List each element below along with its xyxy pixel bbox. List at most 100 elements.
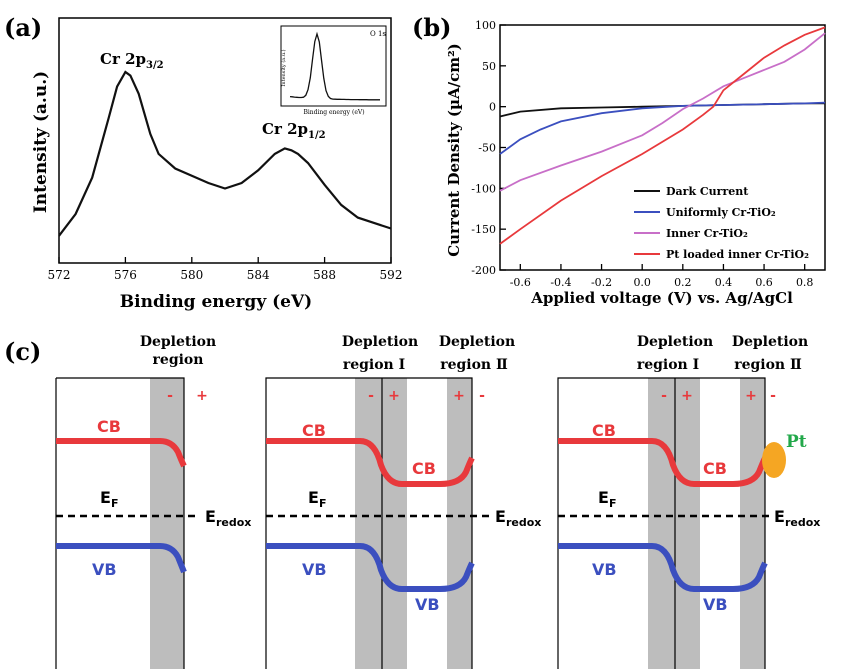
- depletion-label-2I-b: region Ⅰ: [343, 357, 405, 373]
- peak-cr2p32-label: Cr 2p3/2: [100, 50, 164, 71]
- cb-label-3: CB: [592, 421, 616, 440]
- charge-minus: -: [368, 388, 374, 404]
- charge-plus: +: [681, 388, 693, 404]
- inset-title: O 1s: [370, 30, 386, 38]
- inset-o1s-curve: [289, 31, 380, 101]
- semiconductor-outline-2: [265, 377, 473, 669]
- x-tick-label: -0.6: [510, 276, 531, 289]
- panel-c: (c) Depletion region - + CB VB EF Eredox…: [4, 334, 820, 669]
- legend-label: Uniformly Cr-TiO₂: [666, 206, 776, 219]
- jv-curve-4: [499, 26, 826, 245]
- panel-a-x-ticks: 572 576 580 584 588 592: [48, 257, 403, 282]
- depletion-label-2II-b: region Ⅱ: [440, 357, 508, 373]
- y-tick-label: 0: [489, 101, 496, 114]
- depletion-label-1a: Depletion: [140, 334, 216, 350]
- ef-label-2: EF: [308, 488, 326, 510]
- vb-label-1: VB: [92, 560, 117, 579]
- x-tick-label: 580: [180, 268, 203, 282]
- eredox-label-1: Eredox: [205, 507, 251, 529]
- panel-a-xlabel: Binding energy (eV): [120, 292, 312, 312]
- x-tick-label: -0.4: [550, 276, 571, 289]
- x-tick-label: 0.8: [796, 276, 814, 289]
- legend: Dark Current Uniformly Cr-TiO₂ Inner Cr-Ti…: [634, 185, 809, 261]
- depletion-region-1: [150, 378, 184, 669]
- inset-frame: [280, 25, 387, 107]
- ef-label-3: EF: [598, 488, 616, 510]
- cb-label-2: CB: [302, 421, 326, 440]
- panel-a-ylabel: Intensity (a.u.): [31, 71, 51, 213]
- peak-cr2p12-label: Cr 2p1/2: [262, 120, 326, 141]
- depletion-region-2-I: [355, 378, 407, 669]
- cb-band-3: [558, 438, 768, 487]
- cb-label-1: CB: [97, 417, 121, 436]
- y-tick-label: -100: [471, 182, 496, 195]
- depletion-region-3-II: [740, 378, 765, 669]
- pt-label: Pt: [786, 432, 807, 452]
- depletion-label-3I-b: region Ⅰ: [637, 357, 699, 373]
- x-tick-label: -0.2: [591, 276, 612, 289]
- inset-ylabel: Intensity (a.u.): [280, 49, 287, 86]
- x-tick-label: 0.6: [755, 276, 773, 289]
- panel-a: (a) 572 576 580 584 588 592 Binding energy (e…: [4, 13, 402, 312]
- cb-band-2: [266, 438, 475, 487]
- band-diagram-2: Depletion region Ⅰ Depletion region Ⅱ - …: [265, 334, 541, 669]
- charge-minus: -: [167, 388, 173, 404]
- jv-curve-3: [499, 32, 826, 192]
- charge-minus: -: [770, 388, 776, 404]
- charge-plus: +: [388, 388, 400, 404]
- depletion-region-3-I: [648, 378, 700, 669]
- y-tick-label: -150: [471, 223, 496, 236]
- panel-a-frame: [58, 17, 392, 264]
- x-tick-label: 592: [380, 268, 403, 282]
- jv-curves: [499, 26, 826, 245]
- inset-o1s: O 1s Binding energy (eV) Intensity (a.u.…: [280, 25, 387, 116]
- x-tick-label: 0.0: [633, 276, 651, 289]
- eredox-label-3: Eredox: [774, 507, 820, 529]
- panel-b-label: (b): [412, 13, 452, 42]
- xps-cr2p-spectrum: [58, 70, 392, 237]
- depletion-label-3II-b: region Ⅱ: [734, 357, 802, 373]
- panel-b-xlabel: Applied voltage (V) vs. Ag/AgCl: [530, 289, 793, 307]
- cb-label-2b: CB: [412, 459, 436, 478]
- vb-band-1: [56, 543, 187, 574]
- jv-curve-2: [499, 101, 826, 155]
- depletion-label-1b: region: [153, 352, 204, 368]
- jv-curve-1: [499, 102, 825, 118]
- charge-minus: -: [479, 388, 485, 404]
- vb-band-3: [558, 543, 768, 592]
- x-tick-label: 588: [313, 268, 336, 282]
- x-tick-label: 572: [48, 268, 71, 282]
- x-tick-label: 0.4: [715, 276, 733, 289]
- legend-label: Pt loaded inner Cr-TiO₂: [666, 248, 809, 261]
- band-diagram-3: Depletion region Ⅰ Depletion region Ⅱ - …: [557, 334, 820, 669]
- vb-band-2: [266, 543, 475, 592]
- vb-label-2b: VB: [415, 595, 440, 614]
- eredox-label-2: Eredox: [495, 507, 541, 529]
- x-tick-label: 0.2: [674, 276, 692, 289]
- y-tick-label: -200: [471, 264, 496, 277]
- cb-label-3b: CB: [703, 459, 727, 478]
- y-tick-label: 50: [482, 60, 496, 73]
- vb-label-2: VB: [302, 560, 327, 579]
- semiconductor-outline-3: [557, 377, 766, 669]
- legend-label: Inner Cr-TiO₂: [666, 227, 748, 240]
- panel-b-frame: [499, 24, 826, 271]
- depletion-label-2II-a: Depletion: [439, 334, 515, 350]
- vb-label-3: VB: [592, 560, 617, 579]
- vb-label-3b: VB: [703, 595, 728, 614]
- panel-b: (b) -0.6 -0.4 -0.2 0.0 0.2 0.4 0.6 0.8 100 50 0 -50…: [412, 13, 826, 307]
- y-tick-label: 100: [475, 19, 496, 32]
- charge-minus: -: [661, 388, 667, 404]
- inset-xlabel: Binding energy (eV): [303, 109, 364, 116]
- panel-b-ylabel: Current Density (µA/cm²): [445, 43, 463, 257]
- x-tick-label: 576: [114, 268, 137, 282]
- legend-label: Dark Current: [666, 185, 749, 198]
- charge-plus: +: [196, 388, 208, 404]
- ef-label-1: EF: [100, 488, 118, 510]
- y-tick-label: -50: [478, 142, 496, 155]
- depletion-label-2I-a: Depletion: [342, 334, 418, 350]
- panel-c-label: (c): [4, 337, 41, 366]
- panel-a-label: (a): [4, 13, 42, 42]
- charge-plus: +: [745, 388, 757, 404]
